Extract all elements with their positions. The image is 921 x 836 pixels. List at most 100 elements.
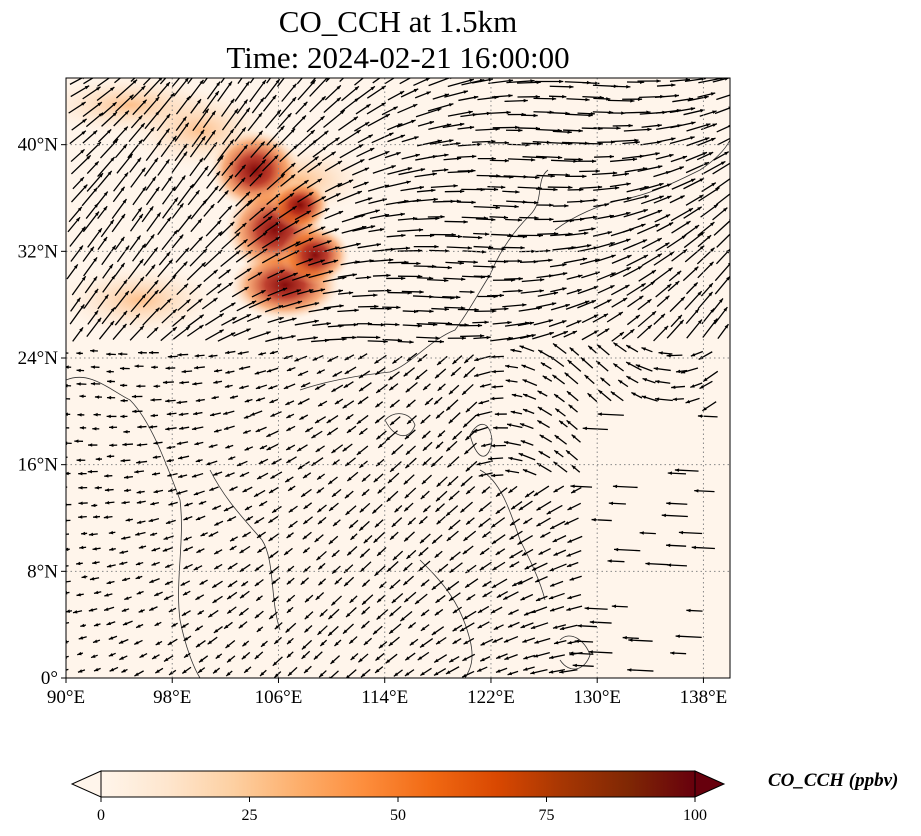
wind-arrowhead	[465, 583, 470, 588]
chart-subtitle: Time: 2024-02-21 16:00:00	[226, 40, 570, 75]
wind-arrowhead	[566, 607, 571, 611]
wind-arrowhead	[465, 436, 470, 441]
wind-arrowhead	[607, 231, 612, 235]
wind-arrowhead	[334, 580, 339, 585]
wind-arrowhead	[343, 384, 349, 388]
wind-arrowhead	[76, 217, 81, 222]
wind-arrowhead	[150, 234, 155, 239]
wind-arrowhead	[505, 469, 510, 473]
wind-arrowhead	[553, 291, 559, 295]
wind-arrowhead	[373, 630, 378, 635]
wind-arrowhead	[690, 352, 696, 357]
wind-arrowhead	[292, 317, 297, 321]
wind-arrowhead	[98, 72, 102, 76]
wind-arrow	[506, 80, 535, 84]
wind-arrowhead	[530, 670, 535, 675]
wind-arrowhead	[79, 426, 84, 430]
wind-arrowhead	[393, 106, 398, 111]
wind-arrowhead	[182, 591, 188, 596]
wind-arrowhead	[108, 636, 114, 640]
wind-arrowhead	[217, 220, 222, 225]
wind-arrowhead	[380, 323, 386, 327]
wind-arrowhead	[358, 374, 364, 379]
wind-arrowhead	[103, 515, 109, 519]
wind-arrowhead	[389, 584, 394, 590]
wind-arrowhead	[93, 187, 98, 192]
wind-arrowhead	[162, 548, 168, 552]
wind-arrowhead	[326, 322, 331, 326]
wind-arrowhead	[184, 502, 189, 507]
wind-arrowhead	[257, 548, 262, 553]
wind-arrowhead	[320, 641, 325, 646]
wind-arrowhead	[268, 518, 273, 523]
wind-arrowhead	[509, 535, 514, 540]
wind-arrowhead	[486, 335, 491, 340]
wind-arrow	[670, 121, 696, 129]
wind-arrowhead	[476, 462, 482, 466]
wind-arrowhead	[297, 447, 302, 452]
wind-arrowhead	[431, 462, 436, 467]
wind-arrowhead	[403, 480, 409, 485]
wind-arrowhead	[254, 567, 260, 571]
wind-arrow	[207, 155, 224, 177]
wind-arrowhead	[588, 345, 593, 350]
wind-arrowhead	[345, 674, 350, 678]
wind-arrow	[684, 245, 705, 263]
wind-arrowhead	[332, 373, 338, 377]
wind-arrowhead	[315, 386, 320, 390]
wind-arrowhead	[571, 434, 576, 439]
wind-arrowhead	[452, 627, 458, 632]
wind-arrowhead	[269, 399, 274, 403]
wind-arrowhead	[401, 276, 406, 281]
wind-arrowhead	[694, 308, 699, 314]
wind-arrowhead	[338, 211, 344, 215]
wind-arrowhead	[93, 515, 98, 519]
wind-arrow	[83, 78, 95, 85]
wind-arrowhead	[214, 186, 219, 191]
wind-arrowhead	[282, 287, 288, 292]
wind-arrow	[671, 178, 696, 190]
wind-arrowhead	[496, 593, 502, 598]
wind-arrowhead	[385, 659, 391, 664]
wind-arrowhead	[482, 533, 487, 538]
wind-arrowhead	[566, 391, 572, 396]
wind-arrowhead	[520, 624, 526, 628]
wind-arrowhead	[293, 144, 298, 150]
wind-arrowhead	[90, 382, 96, 386]
wind-arrowhead	[449, 556, 455, 561]
wind-arrowhead	[477, 609, 483, 613]
wind-arrowhead	[586, 244, 592, 248]
wind-arrowhead	[317, 508, 322, 513]
wind-arrowhead	[314, 537, 319, 542]
wind-arrowhead	[405, 450, 411, 455]
wind-arrowhead	[312, 357, 318, 361]
wind-arrowhead	[286, 580, 292, 585]
wind-arrowhead	[138, 115, 143, 120]
wind-arrowhead	[199, 325, 204, 329]
wind-arrowhead	[412, 104, 418, 108]
wind-arrowhead	[275, 79, 280, 84]
wind-arrowhead	[171, 623, 176, 627]
wind-arrowhead	[198, 298, 203, 303]
wind-arrowhead	[286, 608, 292, 613]
wind-arrowhead	[377, 489, 382, 494]
wind-arrowhead	[349, 524, 354, 529]
wind-arrowhead	[169, 671, 174, 675]
wind-arrowhead	[375, 668, 380, 673]
wind-arrowhead	[395, 322, 400, 327]
lat-tick-label: 0°	[41, 668, 58, 689]
wind-arrow	[384, 78, 396, 85]
wind-arrow	[130, 78, 136, 82]
wind-arrowhead	[463, 373, 468, 378]
wind-arrowhead	[539, 278, 545, 282]
wind-arrowhead	[690, 136, 695, 140]
wind-arrowhead	[386, 273, 391, 278]
wind-arrowhead	[403, 69, 407, 73]
wind-arrowhead	[167, 641, 173, 645]
wind-arrowhead	[151, 547, 157, 552]
wind-arrowhead	[572, 663, 577, 668]
wind-arrowhead	[79, 327, 84, 332]
wind-arrowhead	[403, 567, 408, 572]
wind-arrowhead	[122, 621, 128, 626]
wind-arrowhead	[600, 377, 605, 382]
